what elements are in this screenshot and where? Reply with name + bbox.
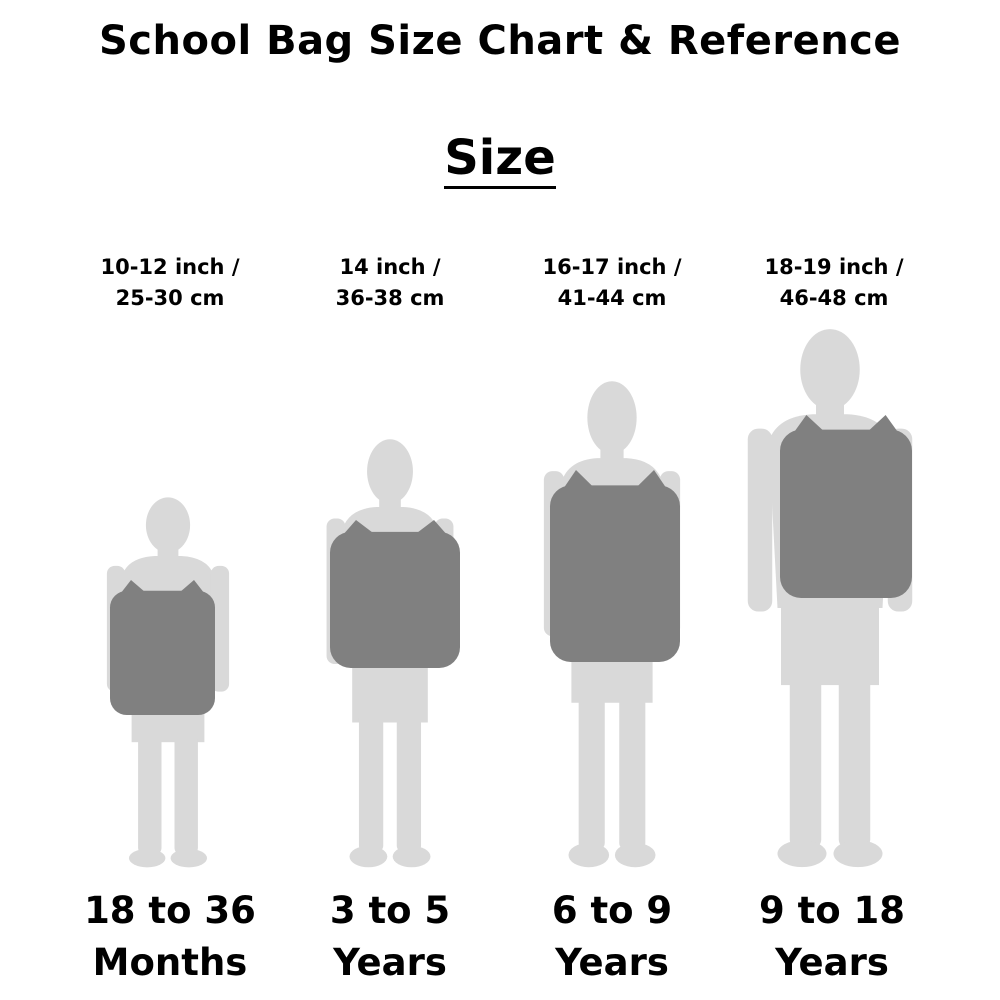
age-unit: Months <box>92 941 248 984</box>
backpack-body <box>110 590 215 715</box>
left-strap <box>556 470 600 499</box>
size-cm: 25-30 cm <box>115 286 225 310</box>
left-foot <box>777 840 827 868</box>
size-label-2: 14 inch / 36-38 cm <box>270 252 510 314</box>
left-strap <box>115 580 150 601</box>
left-arm <box>747 428 773 612</box>
size-heading: Size <box>444 130 556 189</box>
head <box>145 497 191 553</box>
right-leg <box>174 732 198 855</box>
left-leg <box>138 732 162 855</box>
right-strap <box>175 580 210 601</box>
age-range: 3 to 5 <box>329 889 451 932</box>
section-heading: Size <box>0 130 1000 189</box>
right-arm <box>210 565 230 692</box>
right-foot <box>614 842 656 868</box>
backpack-body <box>330 531 460 668</box>
size-inch: 16-17 inch / <box>542 255 682 279</box>
age-label-2: 3 to 5 Years <box>270 885 510 989</box>
size-label-3: 16-17 inch / 41-44 cm <box>492 252 732 314</box>
size-inch: 10-12 inch / <box>100 255 240 279</box>
right-strap <box>861 415 906 443</box>
left-strap <box>786 415 831 443</box>
age-unit: Years <box>333 941 447 984</box>
backpack-body <box>550 485 680 662</box>
backpack-4 <box>780 415 912 598</box>
age-unit: Years <box>555 941 669 984</box>
right-strap <box>630 470 674 499</box>
size-cm: 46-48 cm <box>779 286 889 310</box>
left-foot <box>568 842 610 868</box>
shorts <box>781 599 879 686</box>
age-range: 18 to 36 <box>84 889 256 932</box>
age-label-4: 9 to 18 Years <box>712 885 952 989</box>
age-label-3: 6 to 9 Years <box>492 885 732 989</box>
age-unit: Years <box>775 941 889 984</box>
size-inch: 14 inch / <box>339 255 441 279</box>
left-leg <box>789 670 822 849</box>
age-range: 6 to 9 <box>551 889 673 932</box>
size-label-1: 10-12 inch / 25-30 cm <box>50 252 290 314</box>
left-strap <box>336 520 380 543</box>
backpack-2 <box>330 520 460 668</box>
head <box>367 439 413 504</box>
size-label-4: 18-19 inch / 46-48 cm <box>714 252 954 314</box>
size-inch: 18-19 inch / <box>764 255 904 279</box>
right-foot <box>392 845 431 868</box>
head <box>587 381 637 455</box>
age-range: 9 to 18 <box>758 889 906 932</box>
left-leg <box>578 689 605 851</box>
backpack-3 <box>550 470 680 662</box>
backpack-body <box>780 429 912 598</box>
size-cm: 36-38 cm <box>335 286 445 310</box>
right-leg <box>396 711 422 853</box>
left-foot <box>129 848 166 868</box>
age-label-1: 18 to 36 Months <box>50 885 290 989</box>
right-foot <box>170 848 207 868</box>
head <box>800 329 860 410</box>
page-title: School Bag Size Chart & Reference <box>98 18 902 64</box>
right-foot <box>833 840 883 868</box>
child-silhouette-4 <box>747 329 913 868</box>
right-leg <box>619 689 646 851</box>
right-strap <box>410 520 454 543</box>
size-cm: 41-44 cm <box>557 286 667 310</box>
left-leg <box>358 711 384 853</box>
backpack-1 <box>110 580 215 715</box>
left-foot <box>349 845 388 868</box>
right-leg <box>838 670 871 849</box>
